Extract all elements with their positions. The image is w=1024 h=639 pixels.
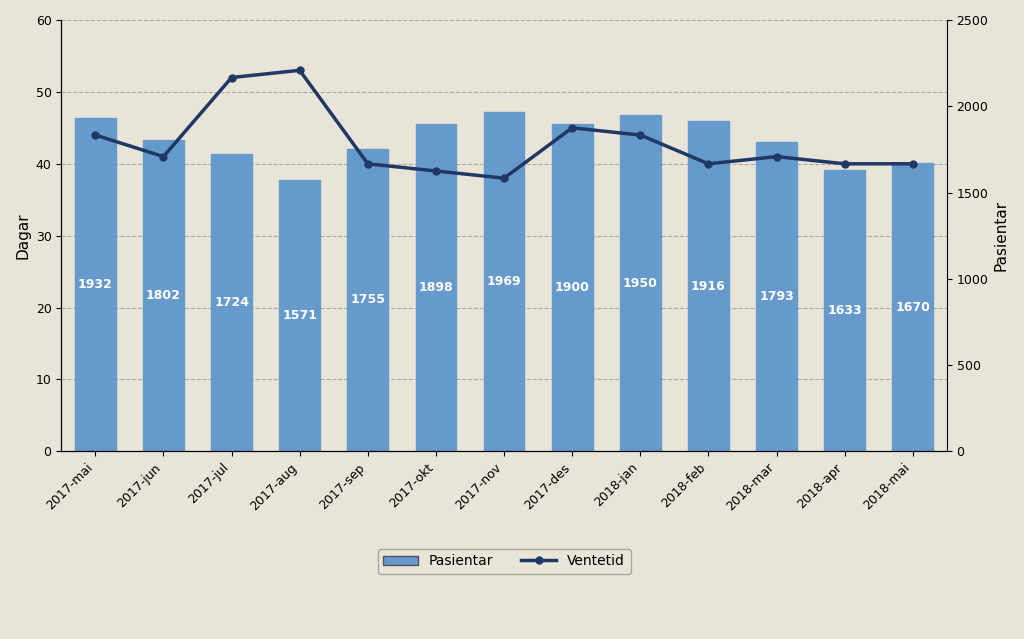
Bar	[143, 141, 184, 451]
Text: 1950: 1950	[623, 277, 657, 289]
Text: 1724: 1724	[214, 296, 249, 309]
Text: 1916: 1916	[691, 280, 726, 293]
Bar	[620, 115, 660, 451]
Text: 1969: 1969	[486, 275, 521, 288]
Text: 1802: 1802	[146, 289, 181, 302]
Text: 1898: 1898	[419, 281, 454, 294]
Bar	[824, 169, 865, 451]
Bar	[347, 148, 388, 451]
Text: 1571: 1571	[283, 309, 317, 322]
Text: 1633: 1633	[827, 304, 862, 317]
Bar	[75, 118, 116, 451]
Bar	[552, 123, 593, 451]
Text: 1670: 1670	[895, 301, 930, 314]
Bar	[688, 121, 729, 451]
Y-axis label: Dagar: Dagar	[15, 212, 30, 259]
Text: 1900: 1900	[555, 281, 590, 294]
Bar	[211, 154, 252, 451]
Bar	[416, 124, 457, 451]
Text: 1932: 1932	[78, 278, 113, 291]
Legend: Pasientar, Ventetid: Pasientar, Ventetid	[378, 549, 631, 574]
Y-axis label: Pasientar: Pasientar	[994, 200, 1009, 271]
Bar	[280, 180, 321, 451]
Text: 1793: 1793	[759, 290, 794, 303]
Text: 1755: 1755	[350, 293, 385, 307]
Bar	[483, 112, 524, 451]
Bar	[756, 142, 797, 451]
Bar	[892, 163, 933, 451]
